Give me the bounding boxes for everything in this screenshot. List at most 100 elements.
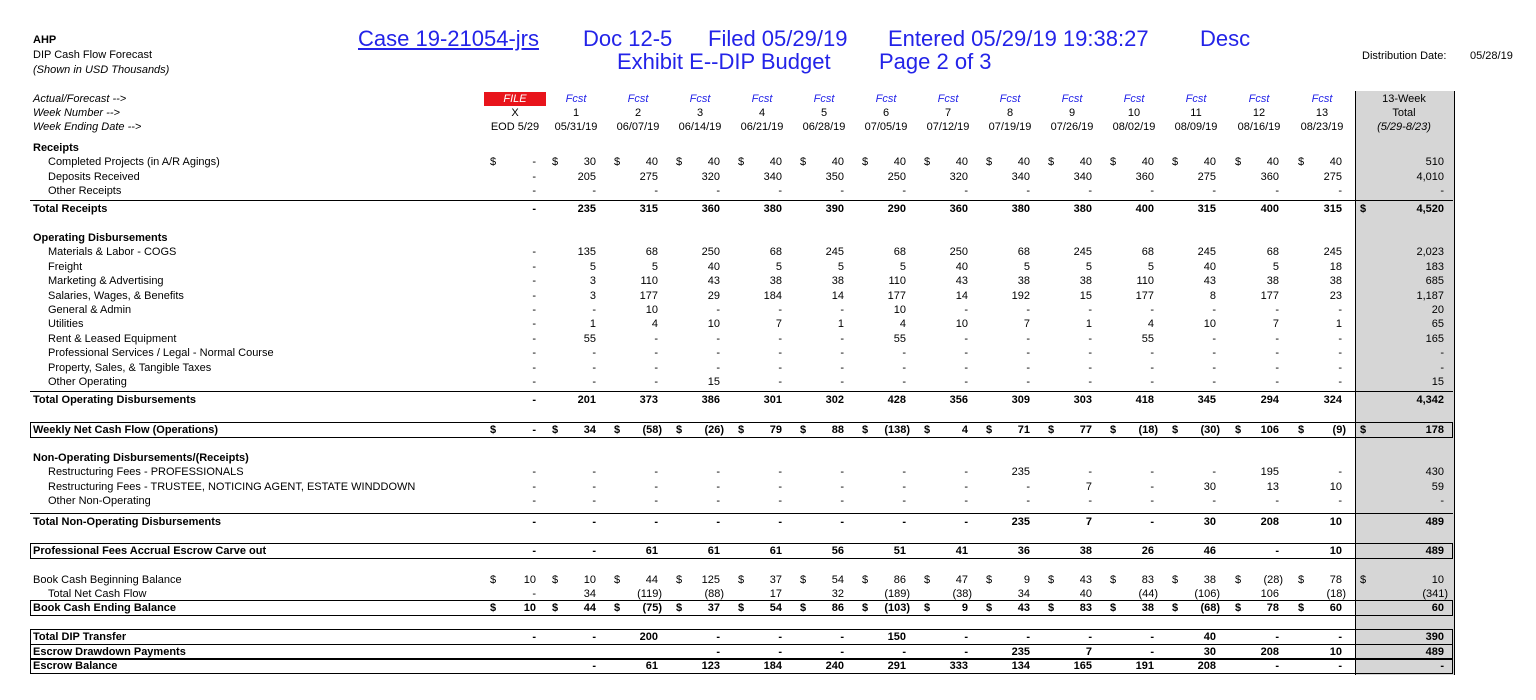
currency-symbol: $	[924, 424, 931, 436]
cell-value: 23	[1329, 290, 1342, 302]
cell-value: 177	[887, 290, 906, 302]
header-cell: Fcst	[751, 93, 773, 105]
cell-value: 165	[1425, 333, 1444, 345]
cell-value: -	[1088, 333, 1092, 345]
cell-value: 340	[763, 171, 782, 183]
cell-value: -	[1275, 660, 1279, 672]
cell-value: 79	[769, 424, 782, 436]
row-label: Property, Sales, & Tangible Taxes	[48, 362, 212, 374]
header-cell: 05/31/19	[554, 121, 598, 133]
cell-value: -	[1338, 660, 1342, 672]
cell-value: 430	[1425, 466, 1444, 478]
row-box	[30, 600, 1453, 616]
cell-value: 18	[1329, 261, 1342, 273]
cell-value: 29	[707, 290, 720, 302]
cell-value: -	[1275, 185, 1279, 197]
cell-value: -	[840, 347, 844, 359]
cell-value: 380	[763, 203, 782, 215]
cell-value: -	[1338, 466, 1342, 478]
header-cell: Fcst	[565, 93, 587, 105]
cell-value: 32	[831, 588, 844, 600]
cell-value: 5	[1272, 261, 1279, 273]
cell-value: -	[1026, 481, 1030, 493]
cell-value: -	[1338, 333, 1342, 345]
cell-value: -	[902, 362, 906, 374]
cell-value: -	[532, 588, 536, 600]
cell-value: 30	[1203, 481, 1216, 493]
header-cell: 08/02/19	[1112, 121, 1156, 133]
cell-value: 4,342	[1416, 394, 1444, 406]
cell-value: 340	[1073, 171, 1092, 183]
cell-value: 30	[1203, 516, 1216, 528]
currency-symbol: $	[1235, 574, 1242, 586]
cell-value: 7	[1272, 318, 1279, 330]
header-cell: Fcst	[1061, 93, 1083, 105]
cell-value: -	[532, 171, 536, 183]
row-label: Book Cash Ending Balance	[33, 602, 177, 614]
cell-value: -	[1338, 495, 1342, 507]
currency-symbol: $	[1360, 574, 1367, 586]
cell-value: 1,187	[1416, 290, 1444, 302]
currency-symbol: $	[800, 424, 807, 436]
cell-value: -	[964, 516, 968, 528]
row-label: Total DIP Transfer	[33, 631, 127, 643]
header-cell: Fcst	[1248, 93, 1270, 105]
cell-value: 250	[887, 171, 906, 183]
cell-value: -	[592, 362, 596, 374]
row-label: General & Admin	[48, 304, 132, 316]
currency-symbol: $	[614, 574, 621, 586]
total-rule	[30, 200, 1453, 201]
cell-value: 360	[1135, 171, 1154, 183]
row-box	[30, 658, 1453, 674]
cell-value: -	[592, 631, 596, 643]
currency-symbol: $	[862, 156, 869, 168]
cell-value: 400	[1135, 203, 1154, 215]
cell-value: 201	[577, 394, 596, 406]
cell-value: -	[1212, 333, 1216, 345]
cell-value: -	[778, 347, 782, 359]
cell-value: 5	[775, 261, 782, 273]
cell-value: -	[964, 347, 968, 359]
cell-value: 10	[1203, 318, 1216, 330]
cell-value: 177	[639, 290, 658, 302]
cell-value: 235	[1011, 646, 1030, 658]
cell-value: -	[964, 466, 968, 478]
cell-value: 1	[1335, 318, 1342, 330]
cell-value: 71	[1017, 424, 1030, 436]
cell-value: -	[778, 495, 782, 507]
cell-value: 68	[1017, 246, 1030, 258]
cell-value: -	[1150, 481, 1154, 493]
cell-value: 14	[955, 290, 968, 302]
cell-value: -	[902, 495, 906, 507]
cell-value: -	[1212, 376, 1216, 388]
filed-date: Filed 05/29/19	[708, 26, 848, 51]
cell-value: 5	[1085, 261, 1092, 273]
cell-value: -	[532, 261, 536, 273]
cell-value: 10	[1329, 646, 1342, 658]
cell-value: 5	[899, 261, 906, 273]
header-cell: 1	[572, 107, 580, 119]
cell-value: 10	[1431, 574, 1444, 586]
cell-value: (138)	[884, 424, 910, 436]
cell-value: -	[532, 631, 536, 643]
cell-value: 9	[1023, 574, 1030, 586]
currency-symbol: $	[1172, 156, 1179, 168]
header-cell: 9	[1068, 107, 1076, 119]
cell-value: -	[1150, 495, 1154, 507]
cell-value: -	[1275, 347, 1279, 359]
currency-symbol: $	[1360, 424, 1367, 436]
cell-value: 177	[1135, 290, 1154, 302]
cell-value: 315	[639, 203, 658, 215]
cell-value: -	[654, 333, 658, 345]
cell-value: -	[964, 304, 968, 316]
exhibit: Exhibit E--DIP Budget	[617, 49, 831, 74]
cell-value: -	[1212, 304, 1216, 316]
cell-value: -	[716, 631, 720, 643]
cell-value: 55	[1141, 333, 1154, 345]
cell-value: 44	[583, 602, 596, 614]
cell-value: 3	[589, 290, 596, 302]
cell-value: 43	[955, 275, 968, 287]
cell-value: -	[592, 660, 596, 672]
cell-value: 38	[769, 275, 782, 287]
cell-value: -	[1440, 347, 1444, 359]
